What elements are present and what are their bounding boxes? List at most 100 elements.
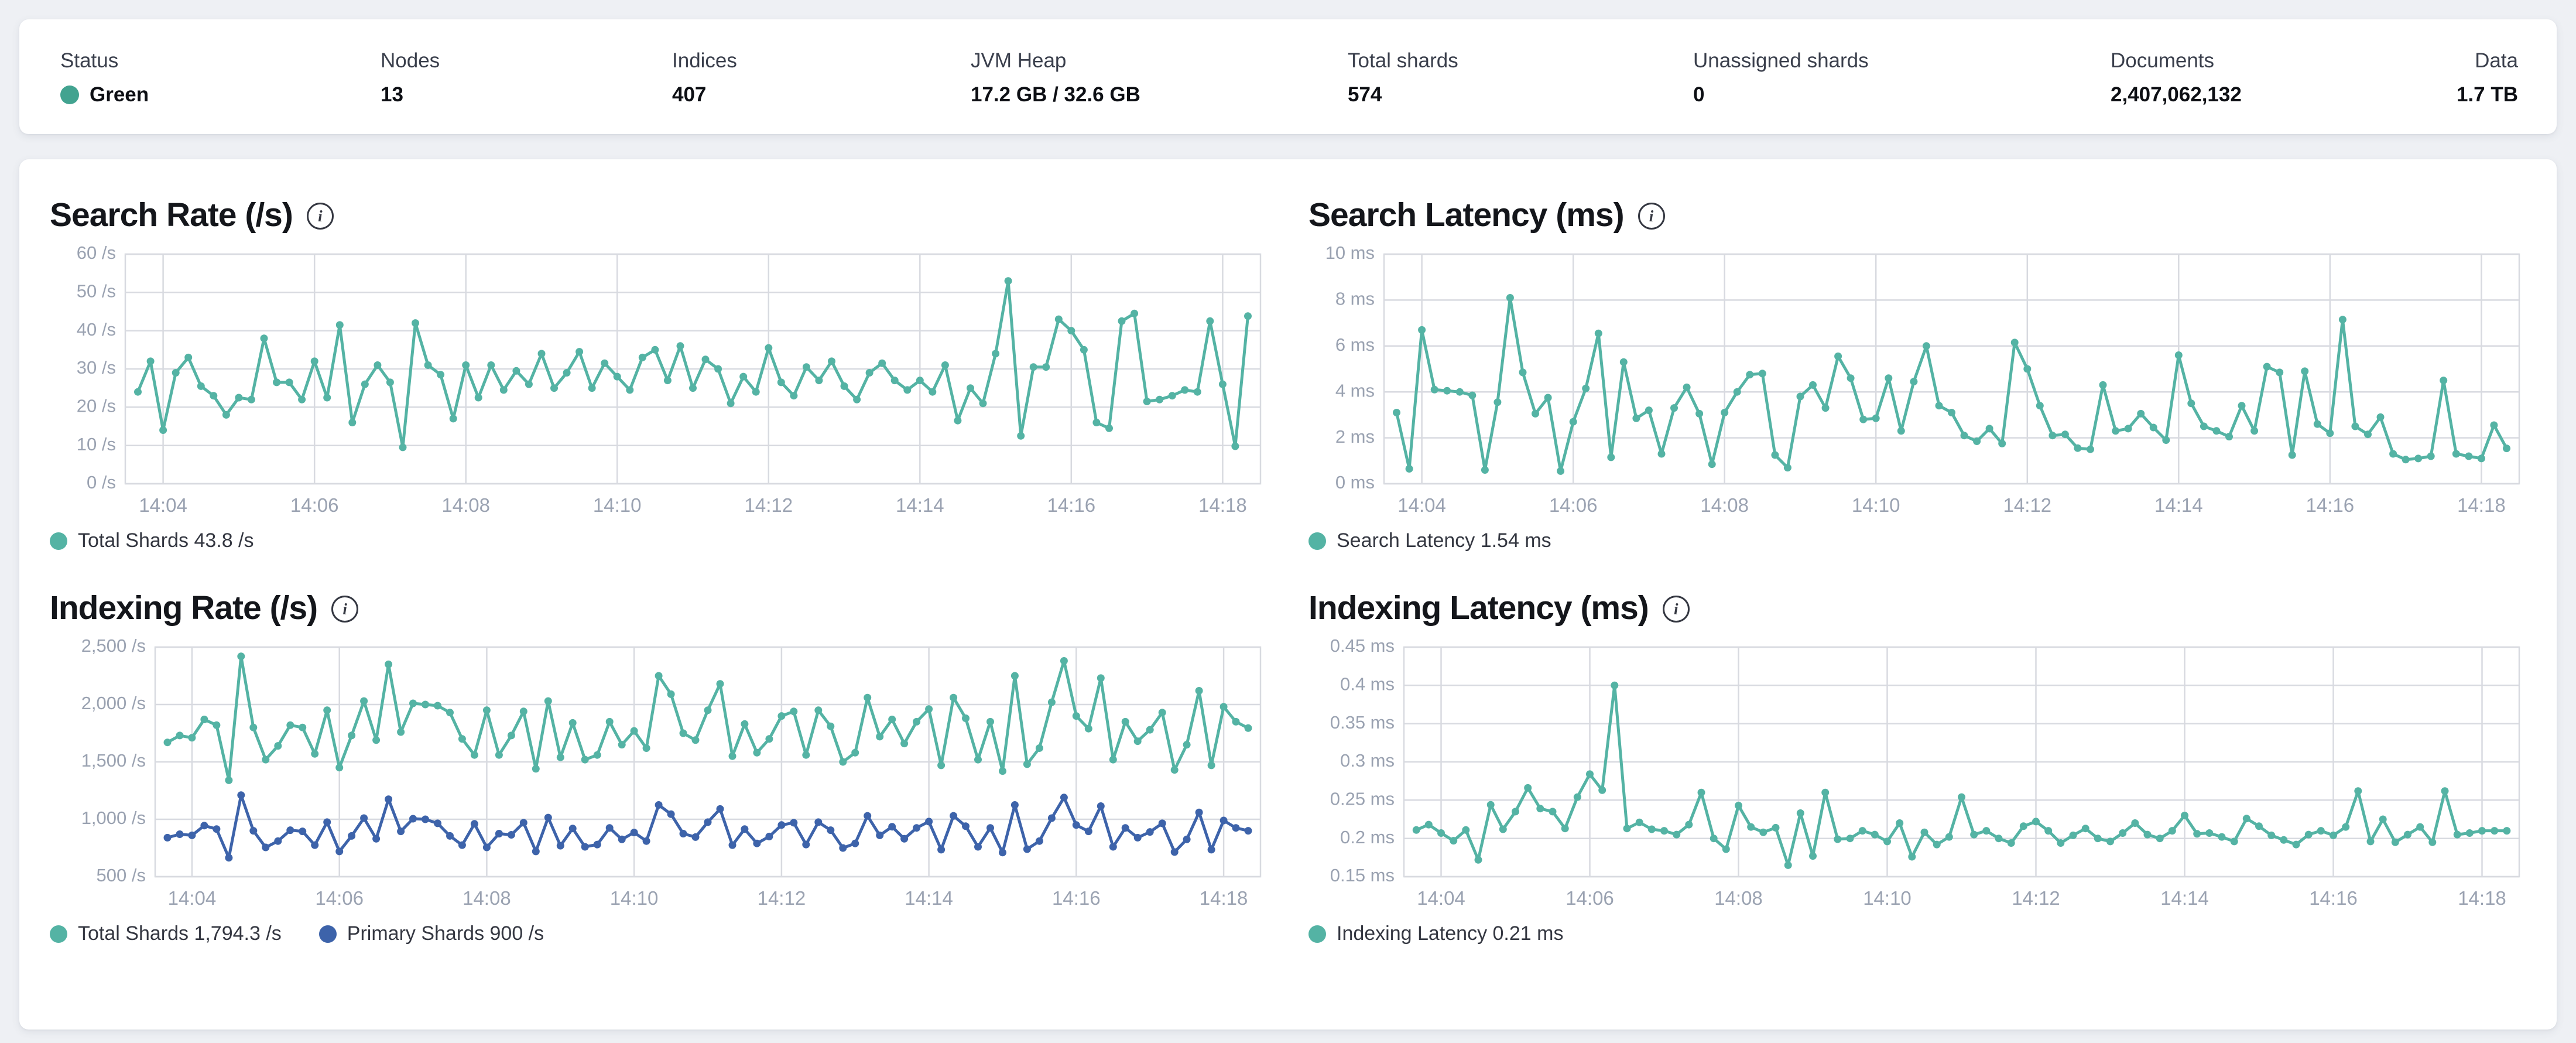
stat-label: JVM Heap	[971, 49, 1067, 72]
stat-status: Status Green	[60, 49, 149, 107]
legend-series-dot	[1308, 925, 1326, 943]
svg-text:14:04: 14:04	[1417, 887, 1465, 909]
stat-label: Total shards	[1348, 49, 1458, 72]
svg-text:0.45 ms: 0.45 ms	[1330, 639, 1395, 656]
svg-text:0.4 ms: 0.4 ms	[1340, 673, 1395, 694]
chart-plot-area[interactable]: 10 ms 8 ms 6 ms 4 ms 2 ms 0 ms 14:04 14:06 14:08…	[1308, 246, 2526, 521]
stat-value: 574	[1348, 83, 1382, 106]
svg-text:14:16: 14:16	[2309, 887, 2358, 909]
svg-text:14:14: 14:14	[2154, 494, 2203, 516]
svg-text:14:06: 14:06	[1566, 887, 1614, 909]
svg-text:14:04: 14:04	[1397, 494, 1446, 516]
chart-title: Indexing Rate (/s)	[50, 589, 318, 627]
stat-label: Documents	[2111, 49, 2215, 72]
info-icon[interactable]: i	[306, 203, 334, 230]
chart-grid: Search Rate (/s) i 60 /s 50 /s 40 /s 30 /s 20 …	[50, 196, 2526, 945]
stat-total-shards: Total shards 574	[1348, 49, 1458, 107]
svg-text:6 ms: 6 ms	[1335, 334, 1375, 355]
legend-series-label: Primary Shards 900 /s	[347, 922, 544, 945]
legend-series-dot	[318, 925, 337, 943]
svg-text:0 /s: 0 /s	[87, 472, 116, 493]
stat-value: 2,407,062,132	[2111, 83, 2242, 106]
chart-indexing-latency-ms: Indexing Latency (ms) i 0.45 ms 0.4 ms 0.35 …	[1308, 589, 2526, 945]
svg-text:20 /s: 20 /s	[77, 395, 116, 416]
chart-legend: Indexing Latency 0.21 ms	[1308, 922, 2526, 945]
stat-label: Unassigned shards	[1693, 49, 1869, 72]
svg-text:14:12: 14:12	[2012, 887, 2060, 909]
chart-plot-area[interactable]: 2,500 /s 2,000 /s 1,500 /s 1,000 /s 500 /s 14…	[50, 639, 1268, 914]
legend-item-primary-shards: Primary Shards 900 /s	[318, 922, 544, 945]
legend-series-label: Total Shards 43.8 /s	[78, 529, 254, 552]
legend-series-label: Total Shards 1,794.3 /s	[78, 922, 282, 945]
svg-text:14:14: 14:14	[905, 887, 953, 909]
svg-text:14:10: 14:10	[610, 887, 659, 909]
chart-title: Indexing Latency (ms)	[1308, 589, 1649, 627]
svg-text:14:10: 14:10	[1863, 887, 1912, 909]
chart-title: Search Latency (ms)	[1308, 196, 1625, 234]
stat-value: 13	[381, 83, 403, 106]
chart-legend: Search Latency 1.54 ms	[1308, 529, 2526, 552]
svg-text:14:10: 14:10	[593, 494, 642, 516]
stat-documents: Documents 2,407,062,132	[2111, 49, 2242, 107]
svg-text:10 /s: 10 /s	[77, 434, 116, 454]
stat-label: Data	[2475, 49, 2518, 72]
svg-text:14:14: 14:14	[2160, 887, 2209, 909]
stat-data: Data 1.7 TB	[2457, 49, 2518, 107]
stat-value: Green	[90, 83, 149, 106]
chart-search-rate-s: Search Rate (/s) i 60 /s 50 /s 40 /s 30 /s 20 …	[50, 196, 1268, 552]
health-status-dot	[60, 86, 79, 104]
svg-text:8 ms: 8 ms	[1335, 289, 1375, 309]
svg-text:14:16: 14:16	[2306, 494, 2355, 516]
svg-text:14:06: 14:06	[290, 494, 339, 516]
svg-text:14:18: 14:18	[2458, 887, 2506, 909]
stat-value: 17.2 GB / 32.6 GB	[971, 83, 1140, 106]
svg-text:14:16: 14:16	[1052, 887, 1101, 909]
stat-label: Indices	[672, 49, 737, 72]
info-icon[interactable]: i	[1662, 596, 1690, 623]
chart-plot-area[interactable]: 60 /s 50 /s 40 /s 30 /s 20 /s 10 /s 0 /s 14:04 1…	[50, 246, 1268, 521]
stat-value: 0	[1693, 83, 1705, 106]
stat-label: Status	[60, 49, 119, 72]
chart-plot-area[interactable]: 0.45 ms 0.4 ms 0.35 ms 0.3 ms 0.25 ms 0.2 ms 0…	[1308, 639, 2526, 914]
svg-text:14:06: 14:06	[315, 887, 364, 909]
chart-title: Search Rate (/s)	[50, 196, 293, 234]
stat-label: Nodes	[381, 49, 440, 72]
info-icon[interactable]: i	[1638, 203, 1665, 230]
svg-text:2 ms: 2 ms	[1335, 426, 1375, 447]
chart-legend: Total Shards 43.8 /s	[50, 529, 1268, 552]
info-icon[interactable]: i	[331, 596, 359, 623]
chart-legend: Total Shards 1,794.3 /s Primary Shards 90…	[50, 922, 1268, 945]
legend-series-dot	[50, 925, 67, 943]
svg-text:14:14: 14:14	[896, 494, 944, 516]
svg-text:0.35 ms: 0.35 ms	[1330, 712, 1395, 733]
svg-text:14:12: 14:12	[2003, 494, 2052, 516]
svg-text:0.25 ms: 0.25 ms	[1330, 788, 1395, 809]
stat-indices: Indices 407	[672, 49, 737, 107]
svg-text:14:16: 14:16	[1047, 494, 1096, 516]
svg-text:1,000 /s: 1,000 /s	[81, 808, 146, 828]
svg-text:14:10: 14:10	[1852, 494, 1900, 516]
legend-series-label: Search Latency 1.54 ms	[1337, 529, 1551, 552]
stat-value: 1.7 TB	[2456, 83, 2518, 106]
svg-text:14:08: 14:08	[441, 494, 490, 516]
svg-text:14:12: 14:12	[758, 887, 806, 909]
svg-text:30 /s: 30 /s	[77, 357, 116, 378]
svg-text:500 /s: 500 /s	[97, 865, 146, 885]
svg-text:2,500 /s: 2,500 /s	[81, 639, 146, 656]
svg-text:4 ms: 4 ms	[1335, 380, 1375, 401]
chart-search-latency-ms: Search Latency (ms) i 10 ms 8 ms 6 ms 4 ms 2 m…	[1308, 196, 2526, 552]
svg-text:60 /s: 60 /s	[77, 246, 116, 263]
svg-text:0.3 ms: 0.3 ms	[1340, 750, 1395, 771]
svg-text:2,000 /s: 2,000 /s	[81, 693, 146, 713]
svg-text:14:18: 14:18	[1200, 887, 1248, 909]
legend-series-label: Indexing Latency 0.21 ms	[1337, 922, 1564, 945]
svg-text:14:04: 14:04	[139, 494, 187, 516]
svg-text:14:04: 14:04	[168, 887, 217, 909]
stat-nodes: Nodes 13	[381, 49, 440, 107]
legend-item-search-latency: Search Latency 1.54 ms	[1308, 529, 1551, 552]
svg-text:14:18: 14:18	[2457, 494, 2506, 516]
svg-text:14:08: 14:08	[1714, 887, 1763, 909]
svg-text:40 /s: 40 /s	[77, 319, 116, 340]
legend-item-total-shards: Total Shards 43.8 /s	[50, 529, 254, 552]
